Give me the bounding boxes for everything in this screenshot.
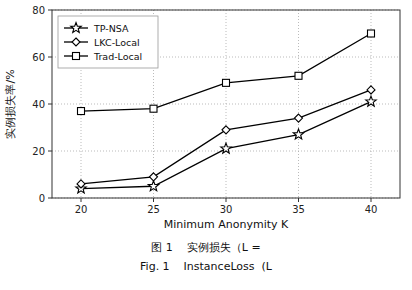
grid-line bbox=[298, 10, 299, 198]
x-tick bbox=[153, 198, 154, 202]
legend-label: TP-NSA bbox=[93, 23, 129, 34]
x-tick bbox=[298, 198, 299, 202]
point bbox=[77, 180, 85, 188]
y-tick bbox=[48, 104, 52, 105]
y-tick-label: 40 bbox=[32, 99, 45, 110]
point bbox=[150, 173, 158, 181]
point bbox=[150, 105, 157, 112]
legend-box bbox=[58, 16, 158, 68]
legend-label: Trad-Local bbox=[93, 51, 142, 62]
legend-marker bbox=[73, 53, 80, 60]
x-tick-label: 35 bbox=[292, 204, 305, 215]
legend-marker bbox=[72, 38, 80, 46]
legend-label: LKC-Local bbox=[94, 37, 140, 48]
point bbox=[223, 79, 230, 86]
point bbox=[295, 114, 303, 122]
series-line bbox=[81, 102, 371, 189]
x-axis-label: Minimum Anonymity K bbox=[164, 218, 289, 231]
y-tick bbox=[48, 151, 52, 152]
grid bbox=[52, 10, 400, 198]
point bbox=[367, 86, 375, 94]
point bbox=[148, 181, 158, 191]
axes: 20 25 30 35 40 0 20 40 60 80 bbox=[32, 5, 377, 216]
plot-frame bbox=[52, 10, 400, 198]
plot-area bbox=[76, 30, 376, 193]
point bbox=[222, 126, 230, 134]
series-line bbox=[81, 34, 371, 112]
caption: Fig. 1 InstanceLoss (L bbox=[140, 260, 273, 273]
chart: 20 25 30 35 40 0 20 40 60 80 Minimum Anonymity K 实例… bbox=[0, 0, 412, 290]
x-tick-label: 20 bbox=[75, 204, 88, 215]
y-tick-label: 20 bbox=[32, 146, 45, 157]
y-tick bbox=[48, 198, 52, 199]
y-tick bbox=[48, 10, 52, 11]
y-tick-label: 0 bbox=[39, 193, 45, 204]
y-tick-label: 60 bbox=[32, 52, 45, 63]
point bbox=[366, 96, 376, 106]
x-tick bbox=[226, 198, 227, 202]
legend: TP-NSA LKC-Local Trad-Local bbox=[58, 16, 158, 68]
x-tick bbox=[371, 198, 372, 202]
x-tick bbox=[81, 198, 82, 202]
caption: 图 1 实例损失（L = bbox=[151, 241, 260, 254]
x-tick-label: 25 bbox=[147, 204, 160, 215]
y-tick-label: 80 bbox=[32, 5, 45, 16]
series bbox=[78, 30, 375, 115]
point bbox=[221, 143, 231, 153]
point bbox=[293, 129, 303, 139]
y-axis-label: 实例损失率/% bbox=[4, 69, 17, 138]
x-tick-label: 40 bbox=[365, 204, 378, 215]
series bbox=[77, 86, 375, 188]
series-line bbox=[81, 90, 371, 184]
legend-marker bbox=[71, 23, 81, 33]
point bbox=[295, 72, 302, 79]
series bbox=[76, 96, 376, 193]
point bbox=[368, 30, 375, 37]
y-tick bbox=[48, 57, 52, 58]
x-tick-label: 30 bbox=[220, 204, 233, 215]
point bbox=[78, 108, 85, 115]
grid-line bbox=[226, 10, 227, 198]
